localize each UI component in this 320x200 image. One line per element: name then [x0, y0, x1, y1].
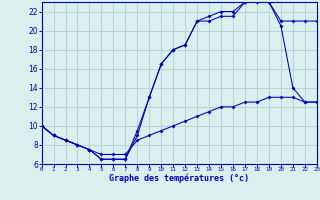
X-axis label: Graphe des températures (°c): Graphe des températures (°c): [109, 174, 249, 183]
